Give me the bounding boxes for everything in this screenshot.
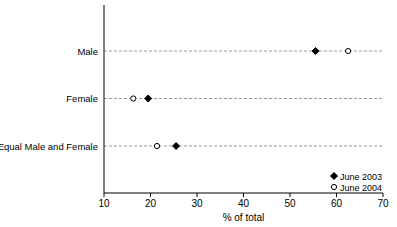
x-tick-label: 40 — [238, 198, 250, 209]
x-tick — [243, 193, 244, 197]
point — [131, 96, 136, 101]
point — [145, 95, 152, 102]
x-tick — [197, 193, 198, 197]
category-label: Equal Male and Female — [0, 141, 98, 152]
x-tick — [336, 193, 337, 197]
x-tick — [104, 193, 105, 197]
y-axis — [104, 5, 105, 193]
chart: 10 20 30 40 50 60 70 % of total Male Female Equal … — [0, 0, 397, 227]
legend-label: June 2004 — [340, 183, 382, 193]
grid-line — [104, 51, 383, 52]
x-axis-label: % of total — [223, 212, 265, 223]
legend-label: June 2003 — [340, 172, 382, 182]
point — [312, 48, 319, 55]
x-tick — [383, 193, 384, 197]
x-tick-label: 10 — [98, 198, 110, 209]
category-label: Male — [77, 46, 98, 57]
category-label: Female — [66, 93, 98, 104]
grid-line — [104, 146, 383, 147]
x-tick-label: 60 — [331, 198, 343, 209]
x-tick-label: 50 — [284, 198, 296, 209]
x-tick-label: 70 — [377, 198, 389, 209]
x-tick-label: 30 — [191, 198, 203, 209]
chart-container: 10 20 30 40 50 60 70 % of total Male Female Equal … — [0, 0, 397, 227]
point — [173, 143, 180, 150]
legend-marker — [331, 173, 338, 180]
x-tick — [290, 193, 291, 197]
x-tick-label: 20 — [145, 198, 157, 209]
x-tick — [150, 193, 151, 197]
point — [154, 143, 159, 148]
point — [346, 48, 351, 53]
legend-marker — [331, 184, 336, 189]
marks — [131, 48, 351, 150]
